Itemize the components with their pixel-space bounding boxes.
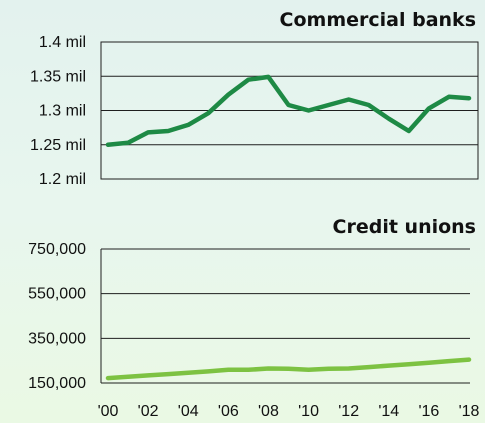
commercial-banks-y-tick-label: 1.4 mil xyxy=(39,34,86,51)
x-tick-label: '02 xyxy=(138,403,159,420)
x-tick-label: '10 xyxy=(298,403,319,420)
x-tick-label: '12 xyxy=(338,403,359,420)
credit-unions-panel: Credit unions 750,000 550,000 350,000 150,0… xyxy=(28,216,479,420)
x-tick-label: '18 xyxy=(459,403,480,420)
x-tick-label: '16 xyxy=(418,403,439,420)
credit-unions-line xyxy=(105,357,472,381)
credit-unions-y-tick-label: 550,000 xyxy=(28,286,86,303)
commercial-banks-panel: Commercial banks 1.4 mil 1.35 mil 1.3 mil 1… xyxy=(30,9,479,188)
x-tick-label: '14 xyxy=(378,403,399,420)
commercial-banks-frame xyxy=(100,41,479,180)
credit-unions-y-tick-label: 350,000 xyxy=(28,330,86,347)
commercial-banks-y-tick-label: 1.3 mil xyxy=(39,103,86,120)
x-tick-label: '04 xyxy=(178,403,199,420)
commercial-banks-line xyxy=(105,74,472,147)
x-tick-label: '06 xyxy=(218,403,239,420)
commercial-banks-y-tick-label: 1.25 mil xyxy=(30,137,86,154)
commercial-banks-y-tick-label: 1.2 mil xyxy=(39,171,86,188)
credit-unions-y-tick-label: 750,000 xyxy=(28,241,86,258)
credit-unions-y-tick-label: 150,000 xyxy=(28,375,86,392)
credit-unions-title: Credit unions xyxy=(333,216,476,238)
x-tick-label: '00 xyxy=(98,403,119,420)
x-tick-label: '08 xyxy=(258,403,279,420)
commercial-banks-title: Commercial banks xyxy=(280,9,476,31)
commercial-banks-y-tick-label: 1.35 mil xyxy=(30,68,86,85)
